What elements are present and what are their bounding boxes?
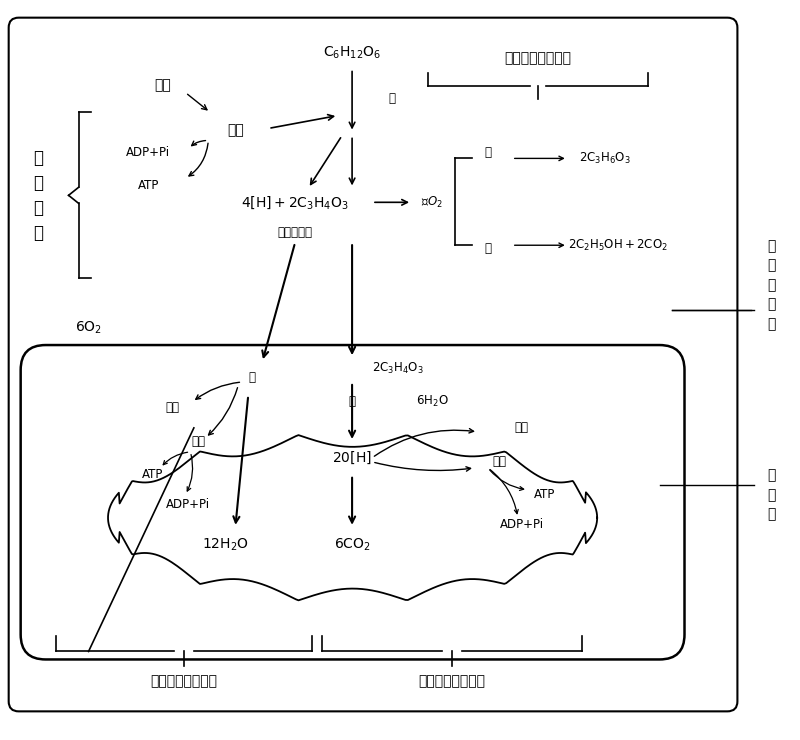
Text: 能量: 能量 bbox=[191, 435, 206, 448]
Text: 酶: 酶 bbox=[349, 395, 355, 408]
Text: $2\mathrm{C_3H_6O_3}$: $2\mathrm{C_3H_6O_3}$ bbox=[578, 151, 630, 166]
Text: $2\mathrm{C_3H_4O_3}$: $2\mathrm{C_3H_4O_3}$ bbox=[372, 360, 424, 376]
Text: $6\mathrm{O_2}$: $6\mathrm{O_2}$ bbox=[75, 320, 102, 336]
Text: 酶: 酶 bbox=[249, 371, 256, 385]
Text: $\mathrm{C_6H_{12}O_6}$: $\mathrm{C_6H_{12}O_6}$ bbox=[323, 44, 382, 61]
Text: 酶: 酶 bbox=[485, 146, 492, 159]
Text: ATP: ATP bbox=[138, 179, 159, 192]
Text: $2\mathrm{C_2H_5OH+2CO_2}$: $2\mathrm{C_2H_5OH+2CO_2}$ bbox=[568, 238, 667, 253]
Text: 能量: 能量 bbox=[227, 124, 244, 138]
Text: ADP+Pi: ADP+Pi bbox=[126, 146, 170, 159]
Text: $6\mathrm{H_2O}$: $6\mathrm{H_2O}$ bbox=[416, 394, 448, 409]
Text: 细
胞
质
基
质: 细 胞 质 基 质 bbox=[767, 239, 775, 332]
Text: （丙酮酸）: （丙酮酸） bbox=[278, 226, 313, 239]
Text: ATP: ATP bbox=[534, 488, 555, 501]
FancyBboxPatch shape bbox=[21, 345, 685, 659]
Text: 有氧呼吸第二阶段: 有氧呼吸第二阶段 bbox=[418, 674, 486, 688]
Text: 第
一
阶
段: 第 一 阶 段 bbox=[34, 149, 44, 242]
Text: 酶: 酶 bbox=[389, 92, 395, 105]
Text: 热能: 热能 bbox=[514, 421, 529, 434]
Text: 线
粒
体: 线 粒 体 bbox=[767, 468, 775, 521]
Text: 无氧呼吸第二阶段: 无氧呼吸第二阶段 bbox=[504, 52, 571, 66]
Text: ATP: ATP bbox=[142, 468, 163, 481]
Text: $12\mathrm{H_2O}$: $12\mathrm{H_2O}$ bbox=[202, 536, 249, 553]
Text: 热能: 热能 bbox=[166, 401, 179, 414]
Text: 能量: 能量 bbox=[493, 455, 507, 468]
Text: ADP+Pi: ADP+Pi bbox=[166, 498, 210, 511]
Text: $20[\mathrm{H}]$: $20[\mathrm{H}]$ bbox=[332, 450, 372, 466]
Text: 无$O_2$: 无$O_2$ bbox=[421, 195, 443, 210]
Text: ADP+Pi: ADP+Pi bbox=[500, 518, 544, 531]
FancyBboxPatch shape bbox=[9, 18, 738, 711]
Text: 酶: 酶 bbox=[485, 242, 492, 255]
Text: $6\mathrm{CO_2}$: $6\mathrm{CO_2}$ bbox=[334, 536, 370, 553]
Text: 有氧呼吸第三阶段: 有氧呼吸第三阶段 bbox=[150, 674, 218, 688]
Text: 热能: 热能 bbox=[154, 78, 170, 92]
Text: $4[\mathrm{H}] + 2\mathrm{C_3H_4O_3}$: $4[\mathrm{H}] + 2\mathrm{C_3H_4O_3}$ bbox=[242, 194, 349, 211]
